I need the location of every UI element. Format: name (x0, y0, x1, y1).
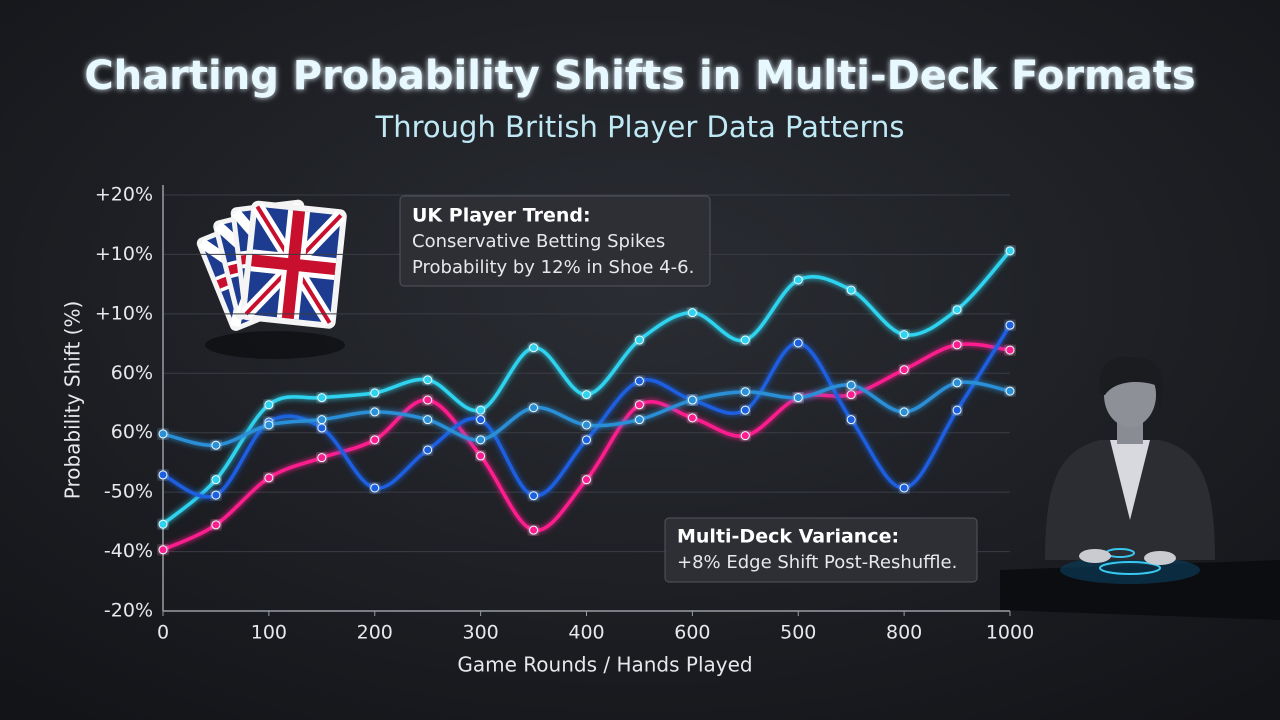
y-tick-label: -20% (104, 600, 153, 622)
data-point (740, 405, 750, 415)
data-point (952, 405, 962, 415)
y-axis-title: Probability Shift (%) (61, 301, 85, 500)
data-point (476, 435, 486, 445)
y-tick-label: 60% (111, 362, 153, 384)
data-point (423, 445, 433, 455)
x-tick-label: 200 (357, 622, 393, 644)
y-tick-label: +20% (95, 184, 153, 206)
data-point (529, 403, 539, 413)
annotation-text: Probability by 12% in Shoe 4-6. (412, 257, 694, 278)
x-tick-label: 1000 (986, 622, 1034, 644)
data-point (793, 275, 803, 285)
data-point (158, 429, 168, 439)
data-point (899, 330, 909, 340)
data-point (158, 519, 168, 529)
y-tick-label: +10% (95, 243, 153, 265)
data-point (423, 415, 433, 425)
data-point (740, 387, 750, 397)
data-point (211, 440, 221, 450)
data-point (370, 483, 380, 493)
x-axis-title: Game Rounds / Hands Played (457, 653, 752, 677)
data-point (899, 483, 909, 493)
data-point (687, 413, 697, 423)
data-point (952, 378, 962, 388)
annotation-title: Multi-Deck Variance: (677, 526, 899, 548)
data-point (582, 390, 591, 400)
data-point (952, 305, 962, 315)
data-point (846, 415, 856, 425)
annotation: Multi-Deck Variance: +8% Edge Shift Post… (664, 517, 978, 583)
annotation-text: Conservative Betting Spikes (412, 231, 665, 252)
data-point (423, 395, 433, 405)
chart-subtitle: Through British Player Data Patterns (375, 110, 905, 144)
data-point (1005, 386, 1015, 396)
y-tick-label: +10% (95, 302, 153, 324)
data-point (793, 393, 803, 403)
x-tick-label: 600 (674, 622, 710, 644)
annotation: UK Player Trend: Conservative Betting Sp… (399, 195, 711, 287)
data-point (846, 285, 856, 295)
data-point (1005, 246, 1015, 256)
data-point (423, 375, 433, 385)
x-tick-label: 300 (462, 622, 498, 644)
data-point (687, 308, 697, 318)
y-tick-label: -40% (104, 540, 153, 562)
annotation-title: UK Player Trend: (412, 205, 591, 227)
x-tick-label: 800 (886, 622, 922, 644)
data-point (264, 400, 274, 410)
x-tick-label: 400 (568, 622, 604, 644)
data-point (899, 365, 909, 375)
x-tick-label: 0 (157, 622, 169, 644)
data-point (582, 435, 591, 445)
data-point (158, 545, 168, 555)
data-point (211, 520, 221, 530)
y-tick-label: -50% (104, 481, 153, 503)
chart-title: Charting Probability Shifts in Multi-Dec… (84, 53, 1195, 99)
data-point (899, 407, 909, 417)
x-tick-label: 500 (780, 622, 816, 644)
data-point (211, 475, 221, 485)
data-point (211, 490, 221, 500)
data-point (158, 470, 168, 480)
player-illustration (1000, 356, 1280, 620)
data-point (529, 343, 539, 353)
data-point (846, 380, 856, 390)
data-point (582, 420, 591, 430)
data-point (1005, 320, 1015, 330)
data-point (317, 393, 327, 403)
data-point (529, 525, 539, 535)
data-point (846, 390, 856, 400)
annotation-text: +8% Edge Shift Post-Reshuffle. (677, 552, 957, 573)
data-point (264, 420, 274, 430)
data-point (476, 405, 486, 415)
data-point (740, 335, 750, 345)
plot-area: -20% -40% -50% 60% 60% +10% +10% +20% 0 100 200 300… (95, 184, 1034, 644)
data-point (687, 395, 697, 405)
data-point (370, 388, 380, 398)
data-point (634, 335, 644, 345)
data-point (370, 435, 380, 445)
data-point (952, 340, 962, 350)
x-tick-label: 100 (251, 622, 287, 644)
data-point (529, 491, 539, 501)
data-point (582, 475, 591, 485)
data-point (317, 415, 327, 425)
data-point (634, 400, 644, 410)
series-line (162, 324, 1012, 499)
data-point (740, 431, 750, 441)
data-point (634, 415, 644, 425)
data-point (634, 376, 644, 386)
data-point (317, 453, 327, 463)
data-point (1005, 345, 1015, 355)
data-point (370, 407, 380, 417)
data-point (264, 473, 274, 483)
y-tick-label: 60% (111, 421, 153, 443)
data-point (476, 451, 486, 461)
data-point (317, 423, 327, 433)
data-point (793, 338, 803, 348)
data-point (476, 415, 486, 425)
card-illustration (196, 199, 347, 359)
